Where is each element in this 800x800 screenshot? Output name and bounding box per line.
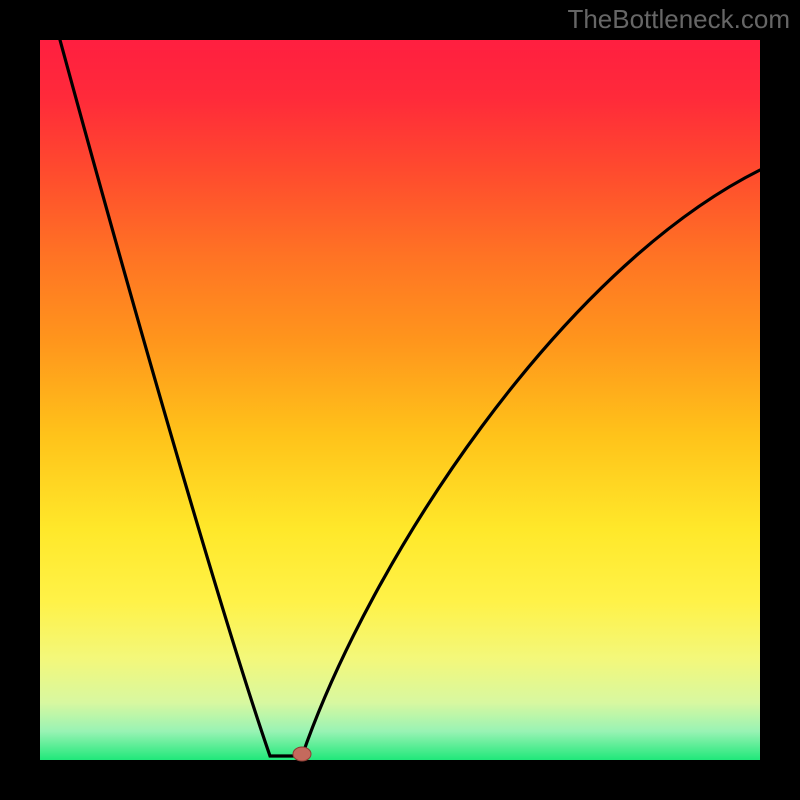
bottleneck-chart bbox=[0, 0, 800, 800]
plot-background bbox=[40, 40, 760, 760]
chart-container: TheBottleneck.com bbox=[0, 0, 800, 800]
optimal-point-marker bbox=[293, 747, 311, 761]
watermark-text: TheBottleneck.com bbox=[567, 4, 790, 35]
